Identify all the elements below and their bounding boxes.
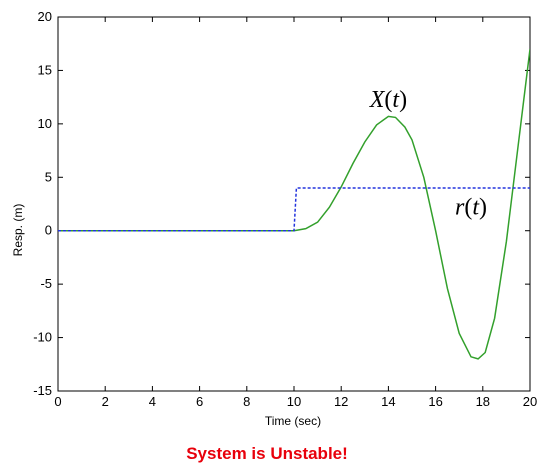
- x-tick-label: 18: [476, 394, 490, 409]
- y-tick-label: 15: [38, 62, 52, 77]
- annotation-part: t: [392, 87, 400, 113]
- series-line-xt: [58, 49, 530, 360]
- annotation-part: (: [384, 87, 392, 113]
- annotation-rt: r(t): [455, 195, 487, 221]
- x-tick-label: 14: [381, 394, 395, 409]
- x-tick-label: 0: [54, 394, 61, 409]
- y-tick-label: 5: [45, 169, 52, 184]
- status-message: System is Unstable!: [186, 444, 348, 463]
- annotation-xt: X(t): [369, 87, 407, 113]
- annotation-part: ): [399, 87, 407, 113]
- x-axis-label: Time (sec): [265, 414, 321, 428]
- y-tick-label: 10: [38, 116, 52, 131]
- y-tick-label: -5: [40, 276, 52, 291]
- annotation-part: (: [464, 195, 472, 221]
- annotation-part: X: [369, 87, 386, 113]
- y-axis-label: Resp. (m): [11, 204, 25, 257]
- x-tick-label: 16: [428, 394, 442, 409]
- x-tick-label: 8: [243, 394, 250, 409]
- annotation-part: t: [472, 195, 480, 221]
- x-tick-label: 4: [149, 394, 156, 409]
- y-tick-label: 0: [45, 223, 52, 238]
- x-tick-label: 6: [196, 394, 203, 409]
- x-tick-label: 12: [334, 394, 348, 409]
- x-tick-label: 10: [287, 394, 301, 409]
- y-tick-label: -10: [33, 330, 52, 345]
- x-tick-label: 20: [523, 394, 537, 409]
- series-line-rt: [58, 187, 530, 232]
- y-tick-label: 20: [38, 9, 52, 24]
- y-tick-label: -15: [33, 383, 52, 398]
- plot-area: [57, 16, 531, 392]
- x-tick-label: 2: [102, 394, 109, 409]
- annotation-part: ): [479, 195, 487, 221]
- annotation-part: r: [455, 195, 465, 221]
